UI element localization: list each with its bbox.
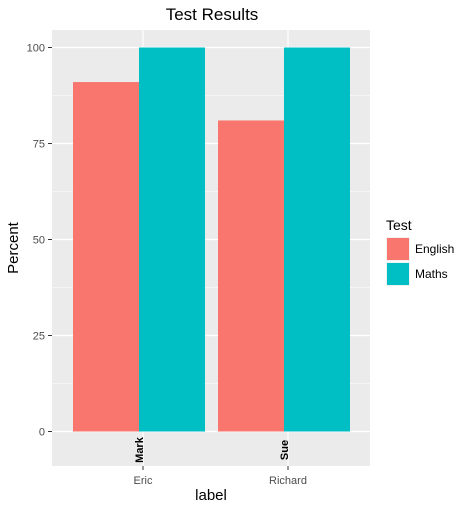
y-tick-label: 75: [33, 139, 45, 151]
legend-label-maths: Maths: [415, 267, 448, 281]
x-axis-title: label: [195, 487, 227, 504]
legend-swatch-english: [387, 238, 409, 260]
y-tick-label: 25: [33, 331, 45, 343]
legend-swatch-maths: [387, 263, 409, 285]
legend: Test English Maths: [386, 217, 454, 286]
bars: [73, 47, 350, 432]
y-tick-label: 50: [33, 235, 45, 247]
x-tick-label: Eric: [134, 475, 153, 487]
bar-english-richard: [218, 120, 284, 432]
y-axis-ticks: 0 25 50 75 100: [27, 43, 52, 439]
bar-label: Sue: [279, 440, 291, 460]
y-tick-label: 100: [27, 43, 45, 55]
bar-maths-eric: [139, 47, 205, 432]
y-axis-title: Percent: [5, 221, 22, 274]
y-tick-label: 0: [39, 427, 45, 439]
bar-maths-richard: [284, 47, 350, 432]
bar-english-eric: [73, 82, 139, 432]
bar-label: Mark: [134, 436, 146, 463]
legend-label-english: English: [415, 242, 454, 256]
bar-labels: Mark Sue: [134, 436, 291, 463]
x-axis-ticks: Eric Richard: [134, 466, 307, 487]
chart-title: Test Results: [166, 5, 259, 24]
legend-title: Test: [386, 217, 412, 233]
x-tick-label: Richard: [269, 475, 307, 487]
